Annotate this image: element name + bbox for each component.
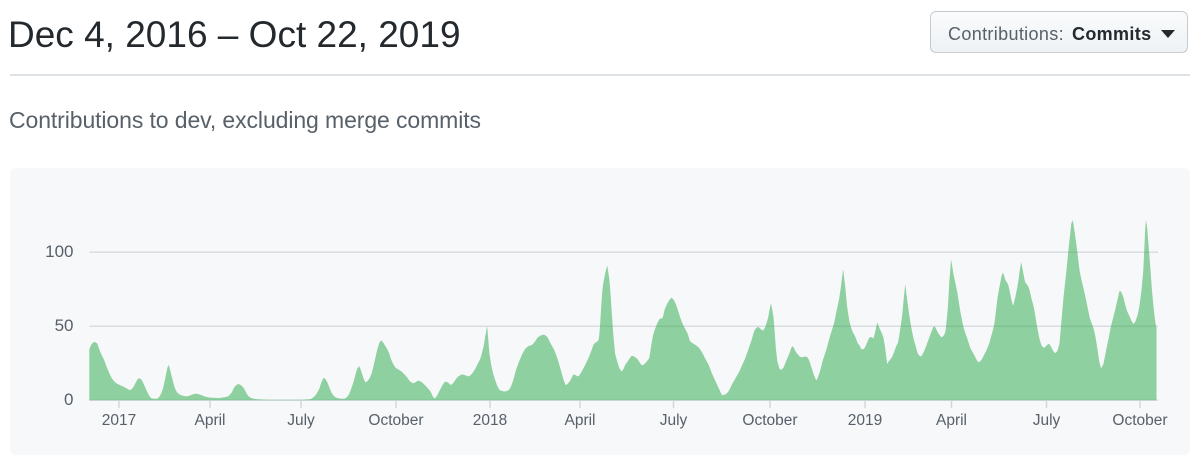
- svg-text:2019: 2019: [848, 412, 882, 429]
- svg-text:100: 100: [45, 242, 73, 261]
- svg-text:July: July: [660, 412, 688, 429]
- svg-text:October: October: [742, 412, 797, 429]
- svg-text:April: April: [564, 412, 595, 429]
- svg-text:0: 0: [64, 390, 73, 409]
- svg-text:2018: 2018: [473, 412, 507, 429]
- svg-text:50: 50: [55, 316, 74, 335]
- svg-text:October: October: [368, 412, 423, 429]
- svg-text:July: July: [287, 412, 315, 429]
- svg-text:2017: 2017: [102, 412, 136, 429]
- svg-text:April: April: [194, 412, 225, 429]
- svg-text:July: July: [1033, 412, 1061, 429]
- svg-text:April: April: [936, 412, 967, 429]
- svg-text:October: October: [1112, 412, 1167, 429]
